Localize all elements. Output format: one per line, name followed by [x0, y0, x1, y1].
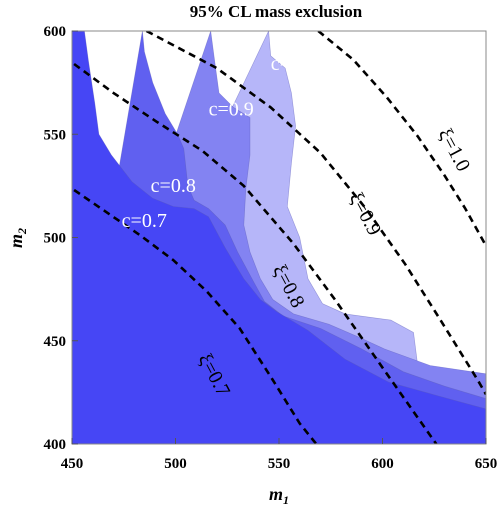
exclusion-line-xi-0-8	[73, 62, 438, 444]
region-label-c-0-9: c=0.9	[209, 99, 254, 121]
y-tick-label: 450	[44, 334, 67, 350]
chart-title: 95% CL mass exclusion	[190, 2, 363, 21]
region-label-c-0-8: c=0.8	[151, 175, 196, 197]
exclusion-line-xi-1-0	[317, 31, 486, 247]
exclusion-line-xi-0-9	[145, 31, 486, 396]
x-tick-label: 500	[164, 456, 187, 472]
exclusion-line-xi-0-7	[73, 188, 318, 444]
exclusion-lines	[73, 31, 486, 444]
y-tick-label: 500	[44, 231, 67, 247]
x-axis-ticks: 450 500 550 600 650	[61, 438, 498, 472]
x-axis-label: m1	[269, 484, 289, 507]
y-tick-label: 600	[44, 24, 67, 40]
y-tick-label: 550	[44, 127, 67, 143]
contour-labels: c=0.7 c=0.8 c=0.9 c=1.0	[122, 53, 316, 232]
region-label-c-0-7: c=0.7	[122, 210, 167, 232]
x-tick-label: 450	[61, 456, 84, 472]
y-axis-label: m2	[6, 228, 29, 248]
y-axis-ticks: 400 450 500 550 600	[44, 24, 78, 453]
region-c-0-7	[72, 31, 486, 444]
region-label-c-1-0: c=1.0	[271, 53, 316, 75]
exclusion-line-labels: ξ=0.7ξ=0.8ξ=0.9ξ=1.0	[194, 125, 475, 400]
plot-area: c=0.7 c=0.8 c=0.9 c=1.0 ξ=0.7ξ=0.8ξ=0.9ξ=1.…	[71, 30, 487, 445]
y-tick-label: 400	[44, 437, 67, 453]
x-tick-label: 550	[268, 456, 291, 472]
x-tick-label: 600	[371, 456, 394, 472]
x-tick-label: 650	[475, 456, 498, 472]
